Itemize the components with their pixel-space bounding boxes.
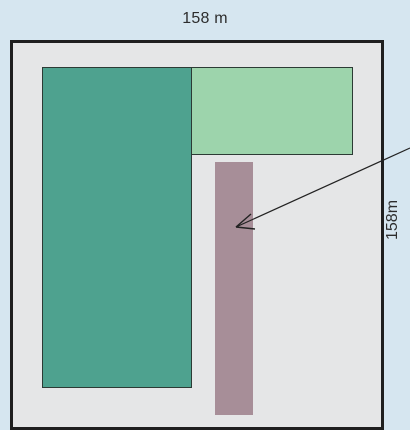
mauve-strip-region bbox=[215, 162, 253, 415]
dark-green-region bbox=[42, 67, 192, 388]
light-green-region bbox=[191, 67, 353, 155]
top-dimension-label: 158 m bbox=[182, 10, 228, 27]
side-dimension-label: 158m bbox=[384, 199, 401, 241]
